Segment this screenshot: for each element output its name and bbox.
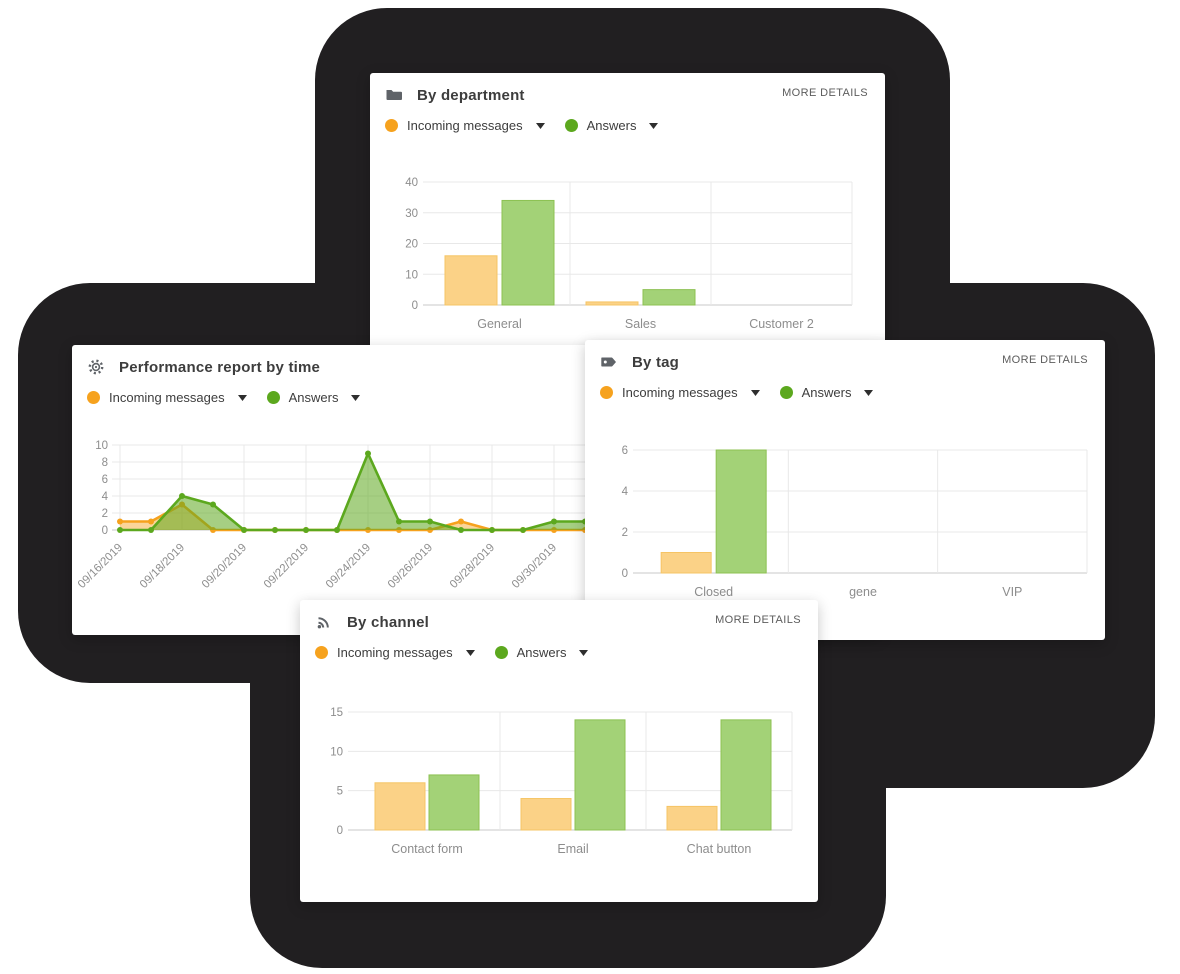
incoming-messages-dot bbox=[87, 391, 100, 404]
chevron-down-icon[interactable] bbox=[750, 389, 760, 396]
svg-text:6: 6 bbox=[622, 445, 628, 457]
answers-dot bbox=[266, 391, 280, 404]
chevron-down-icon[interactable] bbox=[864, 389, 874, 396]
legend-incoming-label: Incoming messages bbox=[109, 390, 225, 405]
legend-incoming-label: Incoming messages bbox=[622, 385, 738, 400]
card-header: Performance report by time bbox=[87, 356, 864, 378]
legend-answers-label: Answers bbox=[586, 118, 637, 133]
svg-text:30: 30 bbox=[405, 208, 418, 220]
card-title: Performance report by time bbox=[119, 358, 321, 376]
svg-text:5: 5 bbox=[337, 786, 343, 798]
svg-text:8: 8 bbox=[102, 457, 108, 469]
legend-incoming-label: Incoming messages bbox=[407, 118, 523, 133]
svg-text:15: 15 bbox=[330, 707, 343, 719]
svg-text:2: 2 bbox=[622, 527, 628, 539]
svg-text:Chat button: Chat button bbox=[687, 842, 752, 856]
svg-text:0: 0 bbox=[337, 825, 343, 837]
by-department-chart: 0 10 20 30 40 General Sales Customer 2 bbox=[405, 177, 853, 331]
card-title: By tag bbox=[632, 353, 680, 371]
svg-text:20: 20 bbox=[405, 239, 418, 251]
answers-dot bbox=[494, 646, 508, 659]
chart-legend: Incoming messages Answers bbox=[315, 645, 608, 660]
svg-text:09/18/2019: 09/18/2019 bbox=[138, 542, 187, 591]
svg-text:40: 40 bbox=[405, 177, 418, 189]
svg-text:09/22/2019: 09/22/2019 bbox=[262, 542, 311, 591]
more-details-link[interactable]: MORE DETAILS bbox=[1002, 354, 1088, 366]
legend-answers-label: Answers bbox=[288, 390, 339, 405]
card-header: By department MORE DETAILS bbox=[385, 84, 869, 106]
more-details-link[interactable]: MORE DETAILS bbox=[715, 614, 801, 626]
card-title: By department bbox=[417, 86, 525, 104]
svg-text:General: General bbox=[477, 317, 521, 331]
chevron-down-icon[interactable] bbox=[351, 394, 361, 401]
svg-text:0: 0 bbox=[412, 300, 418, 312]
svg-text:gene: gene bbox=[849, 585, 877, 599]
svg-text:10: 10 bbox=[95, 440, 108, 452]
legend-incoming-label: Incoming messages bbox=[337, 645, 453, 660]
card-header: By channel MORE DETAILS bbox=[315, 611, 802, 633]
chevron-down-icon[interactable] bbox=[237, 394, 247, 401]
svg-text:Sales: Sales bbox=[625, 317, 656, 331]
svg-text:09/26/2019: 09/26/2019 bbox=[386, 542, 435, 591]
card-header: By tag MORE DETAILS bbox=[600, 351, 1089, 373]
incoming-messages-dot bbox=[385, 119, 398, 132]
svg-text:09/28/2019: 09/28/2019 bbox=[448, 542, 497, 591]
chevron-down-icon[interactable] bbox=[535, 122, 545, 129]
chart-legend: Incoming messages Answers bbox=[600, 385, 893, 400]
card-by-channel: By channel MORE DETAILS Incoming message… bbox=[300, 600, 818, 902]
answers-dot bbox=[564, 119, 578, 132]
chevron-down-icon[interactable] bbox=[579, 649, 589, 656]
chevron-down-icon[interactable] bbox=[465, 649, 475, 656]
answers-dot bbox=[779, 386, 793, 399]
gear-icon bbox=[87, 358, 105, 376]
chart-legend: Incoming messages Answers bbox=[87, 390, 380, 405]
incoming-messages-dot bbox=[315, 646, 328, 659]
svg-text:4: 4 bbox=[622, 486, 629, 498]
svg-text:Email: Email bbox=[557, 842, 588, 856]
legend-answers-label: Answers bbox=[516, 645, 567, 660]
svg-text:VIP: VIP bbox=[1002, 585, 1022, 599]
card-title: By channel bbox=[347, 613, 430, 631]
svg-text:2: 2 bbox=[102, 508, 108, 520]
rss-icon bbox=[315, 613, 333, 631]
folder-icon bbox=[385, 86, 403, 104]
svg-text:6: 6 bbox=[102, 474, 108, 486]
svg-text:09/24/2019: 09/24/2019 bbox=[324, 542, 373, 591]
more-details-link[interactable]: MORE DETAILS bbox=[782, 87, 868, 99]
svg-text:Contact form: Contact form bbox=[391, 842, 463, 856]
svg-text:4: 4 bbox=[102, 491, 109, 503]
by-channel-chart: 0 5 10 15 Contact form Email Chat button bbox=[330, 707, 793, 856]
svg-text:10: 10 bbox=[330, 746, 343, 758]
svg-text:10: 10 bbox=[405, 269, 418, 281]
performance-time-chart: 10 8 6 4 2 0 09/16/2019 09/18/2019 09/20/2019 09/… bbox=[76, 440, 872, 591]
legend-answers-label: Answers bbox=[801, 385, 852, 400]
svg-text:Closed: Closed bbox=[694, 585, 733, 599]
card-by-department: By department MORE DETAILS Incoming mess… bbox=[370, 73, 885, 372]
svg-text:0: 0 bbox=[622, 568, 628, 580]
card-by-tag: By tag MORE DETAILS Incoming messages An… bbox=[585, 340, 1105, 640]
chevron-down-icon[interactable] bbox=[649, 122, 659, 129]
by-tag-chart: 0 2 4 6 Closed gene VIP bbox=[622, 445, 1088, 599]
tag-icon bbox=[600, 353, 618, 371]
chart-legend: Incoming messages Answers bbox=[385, 118, 678, 133]
svg-text:09/20/2019: 09/20/2019 bbox=[200, 542, 249, 591]
svg-text:0: 0 bbox=[102, 525, 108, 537]
incoming-messages-dot bbox=[600, 386, 613, 399]
svg-text:Customer 2: Customer 2 bbox=[749, 317, 814, 331]
svg-text:09/16/2019: 09/16/2019 bbox=[76, 542, 125, 591]
svg-text:09/30/2019: 09/30/2019 bbox=[510, 542, 559, 591]
